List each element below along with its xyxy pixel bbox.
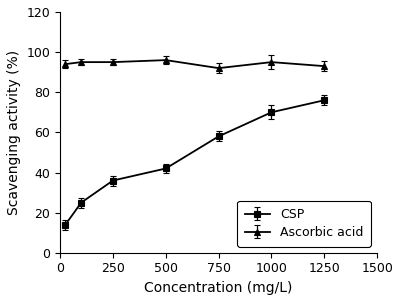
Legend: CSP, Ascorbic acid: CSP, Ascorbic acid — [238, 201, 371, 246]
X-axis label: Concentration (mg/L): Concentration (mg/L) — [144, 281, 293, 295]
Y-axis label: Scavenging activity (%): Scavenging activity (%) — [7, 50, 21, 215]
